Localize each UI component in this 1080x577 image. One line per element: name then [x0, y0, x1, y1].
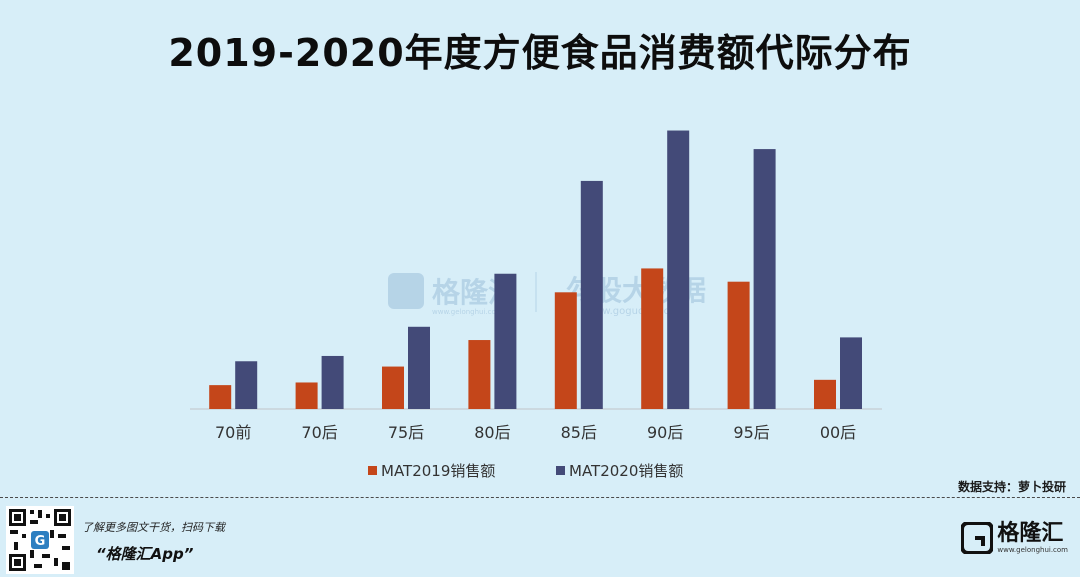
brand-name: 格隆汇 — [997, 520, 1064, 546]
page-title: 2019-2020年度方便食品消费额代际分布 — [168, 31, 912, 75]
bar-mat2020-5 — [667, 130, 690, 410]
bar-mat2019-6 — [727, 281, 750, 409]
source-note: 数据支持：萝卜投研 — [957, 480, 1066, 494]
bar-mat2020-0 — [235, 361, 258, 409]
bar-mat2020-7 — [840, 337, 862, 409]
x-tick-label: 80后 — [474, 423, 510, 442]
x-tick-label: 00后 — [820, 423, 856, 442]
bar-mat2020-1 — [321, 355, 344, 409]
bar-mat2020-3 — [494, 273, 517, 409]
x-tick-label: 95后 — [733, 423, 769, 442]
x-tick-label: 70前 — [215, 423, 251, 442]
legend-swatch — [368, 466, 377, 475]
legend-swatch — [556, 466, 565, 475]
qr-code-icon[interactable]: G — [6, 506, 74, 574]
watermark-logo-icon — [388, 273, 424, 309]
footer-divider — [0, 497, 1080, 498]
legend-label: MAT2019销售额 — [381, 462, 495, 480]
bar-mat2019-4 — [554, 292, 577, 409]
bar-mat2020-2 — [408, 326, 430, 409]
legend: MAT2019销售额 MAT2020销售额 — [368, 462, 683, 480]
brand-url: www.gelonghui.com — [997, 545, 1068, 554]
brand-logo: 格隆汇 www.gelonghui.com — [961, 520, 1068, 556]
bar-chart: 格隆汇 www.gelonghui.com 勾股大数据 www.gogudata… — [190, 130, 882, 480]
legend-label: MAT2020销售额 — [569, 462, 683, 480]
bar-mat2019-0 — [209, 385, 232, 409]
x-tick-label: 75后 — [388, 423, 424, 442]
watermark-left-url: www.gelonghui.com — [432, 308, 503, 316]
bar-mat2019-1 — [295, 382, 318, 409]
brand-logo-icon — [961, 522, 994, 554]
svg-text:G: G — [35, 534, 46, 549]
bar-mat2020-6 — [753, 149, 776, 409]
x-tick-label: 70后 — [301, 423, 337, 442]
bar-mat2019-3 — [468, 340, 491, 409]
bar-mat2019-7 — [814, 379, 836, 409]
bar-mat2020-4 — [580, 180, 603, 409]
x-tick-label: 85后 — [561, 423, 597, 442]
watermark-right-url: www.gogudata.com — [586, 306, 685, 317]
bar-mat2019-2 — [382, 366, 404, 409]
x-tick-label: 90后 — [647, 423, 683, 442]
bar-mat2019-5 — [641, 268, 664, 409]
footer-app-name[interactable]: “格隆汇App” — [96, 545, 194, 563]
footer-tagline: 了解更多图文干货，扫码下载 — [82, 521, 225, 534]
